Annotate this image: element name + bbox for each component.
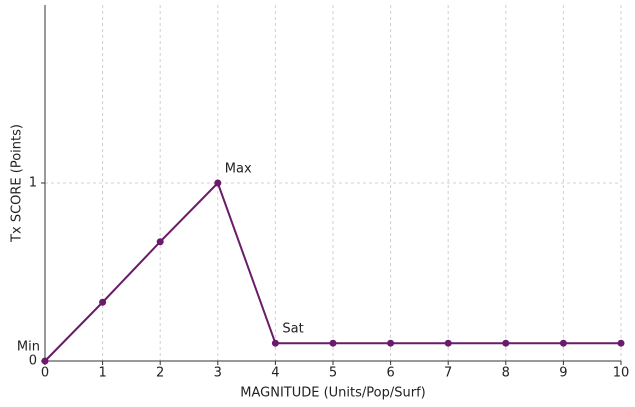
- y-tick-label: 1: [29, 176, 37, 191]
- annotation: Max: [225, 162, 252, 177]
- x-axis-label: MAGNITUDE (Units/Pop/Surf): [240, 386, 425, 401]
- data-point: [444, 339, 452, 347]
- x-tick-label: 3: [214, 366, 222, 381]
- x-tick-label: 1: [98, 366, 106, 381]
- x-tick-label: 8: [502, 366, 510, 381]
- data-point: [214, 179, 222, 187]
- x-tick-label: 5: [329, 366, 337, 381]
- y-tick-label: 0: [29, 354, 37, 369]
- annotation: Min: [17, 340, 40, 355]
- data-point: [559, 339, 567, 347]
- x-tick-label: 2: [156, 366, 164, 381]
- x-tick-label: 0: [41, 366, 49, 381]
- x-tick-label: 10: [613, 366, 630, 381]
- data-point: [387, 339, 395, 347]
- x-tick-label: 7: [444, 366, 452, 381]
- y-axis-label: Tx SCORE (Points): [10, 124, 25, 243]
- data-point: [156, 238, 164, 246]
- data-point: [271, 339, 279, 347]
- data-point: [329, 339, 337, 347]
- x-tick-label: 9: [559, 366, 567, 381]
- data-point: [617, 339, 625, 347]
- x-tick-label: 4: [271, 366, 279, 381]
- annotation: Sat: [282, 322, 303, 337]
- data-point: [41, 357, 49, 365]
- data-point: [99, 298, 107, 306]
- x-tick-label: 6: [386, 366, 394, 381]
- data-point: [502, 339, 510, 347]
